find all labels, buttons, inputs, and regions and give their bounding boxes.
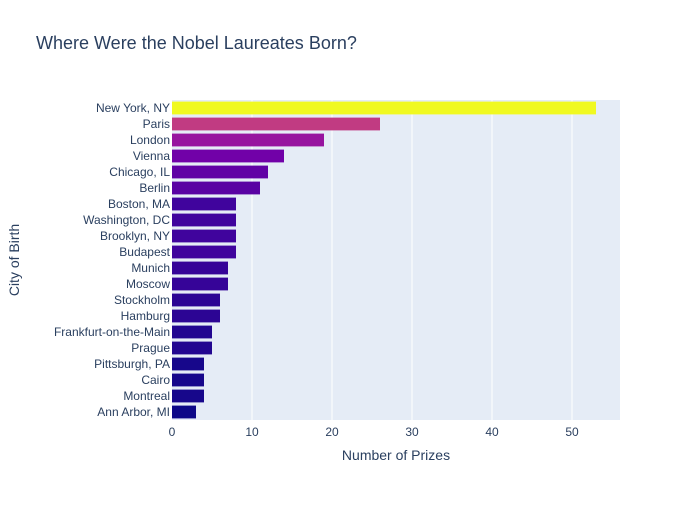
grid-lines: [251, 100, 573, 420]
y-tick-label: Frankfurt-on-the-Main: [54, 325, 170, 339]
bar[interactable]: [172, 165, 268, 179]
x-tick-label: 30: [405, 425, 419, 439]
bar[interactable]: [172, 117, 380, 131]
bar[interactable]: [172, 309, 220, 323]
x-axis-label: Number of Prizes: [342, 447, 450, 463]
bar[interactable]: [172, 229, 236, 243]
y-tick-label: Cairo: [141, 373, 170, 387]
y-tick-label: Ann Arbor, MI: [97, 405, 170, 419]
bar[interactable]: [172, 261, 228, 275]
bar[interactable]: [172, 133, 324, 147]
y-tick-label: Boston, MA: [108, 197, 170, 211]
bar[interactable]: [172, 325, 212, 339]
y-tick-label: Chicago, IL: [109, 165, 170, 179]
chart-title: Where Were the Nobel Laureates Born?: [36, 33, 357, 53]
plot-background: [172, 100, 620, 420]
y-tick-label: London: [130, 133, 170, 147]
y-tick-label: Hamburg: [121, 309, 170, 323]
x-tick-label: 20: [325, 425, 339, 439]
y-tick-label: Prague: [131, 341, 170, 355]
y-tick-label: Stockholm: [114, 293, 170, 307]
bar[interactable]: [172, 405, 196, 419]
bar[interactable]: [172, 277, 228, 291]
bar[interactable]: [172, 357, 204, 371]
y-tick-label: Berlin: [139, 181, 170, 195]
x-tick-label: 50: [565, 425, 579, 439]
bar[interactable]: [172, 245, 236, 259]
bar[interactable]: [172, 213, 236, 227]
y-tick-label: Munich: [131, 261, 170, 275]
y-tick-label: Vienna: [133, 149, 170, 163]
y-tick-label: Paris: [143, 117, 170, 131]
y-tick-label: Budapest: [119, 245, 170, 259]
y-tick-label: Moscow: [126, 277, 170, 291]
bar[interactable]: [172, 389, 204, 403]
bar[interactable]: [172, 149, 284, 163]
bar[interactable]: [172, 197, 236, 211]
y-axis-label: City of Birth: [6, 224, 22, 296]
y-tick-labels: New York, NY Paris London Vienna Chicago, IL…: [54, 101, 171, 419]
x-tick-label: 40: [485, 425, 499, 439]
x-tick-label: 10: [245, 425, 259, 439]
bar[interactable]: [172, 341, 212, 355]
bar[interactable]: [172, 373, 204, 387]
y-tick-label: Brooklyn, NY: [100, 229, 170, 243]
bars: [172, 101, 596, 419]
y-tick-label: New York, NY: [96, 101, 170, 115]
y-tick-label: Pittsburgh, PA: [94, 357, 170, 371]
y-tick-label: Washington, DC: [83, 213, 170, 227]
bar[interactable]: [172, 101, 596, 115]
y-tick-label: Montreal: [123, 389, 170, 403]
x-tick-labels: 0 10 20 30 40 50: [169, 425, 579, 439]
bar[interactable]: [172, 293, 220, 307]
bar[interactable]: [172, 181, 260, 195]
x-tick-label: 0: [169, 425, 176, 439]
